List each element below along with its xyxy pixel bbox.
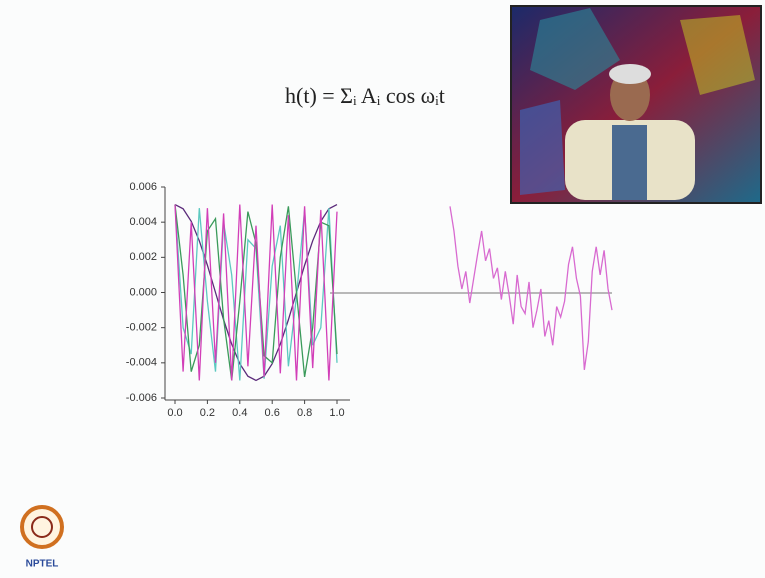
x-tick-label: 0.0 [167, 407, 182, 419]
logo-text: NPTEL [26, 559, 59, 570]
x-tick-label: 0.2 [200, 407, 215, 419]
y-tick-label: 0.002 [129, 251, 157, 263]
x-tick-label: 1.0 [329, 407, 344, 419]
wave [174, 204, 338, 382]
formula: h(t) = Σᵢ Aᵢ cos ωᵢt [285, 83, 445, 108]
y-tick-label: 0.006 [129, 181, 157, 193]
y-tick-label: -0.004 [126, 357, 157, 369]
x-tick-label: 0.8 [297, 407, 312, 419]
y-tick-label: -0.006 [126, 392, 157, 404]
x-tick-label: 0.6 [265, 407, 280, 419]
nptel-logo: NPTEL [20, 505, 64, 570]
wave [174, 204, 338, 381]
y-tick-label: -0.002 [126, 322, 157, 334]
presenter-video [510, 5, 762, 204]
x-tick-label: 0.4 [232, 407, 247, 419]
wave [174, 204, 338, 381]
y-tick-label: 0.000 [129, 286, 157, 298]
sum-wave [449, 206, 613, 370]
y-tick-label: 0.004 [129, 216, 157, 228]
